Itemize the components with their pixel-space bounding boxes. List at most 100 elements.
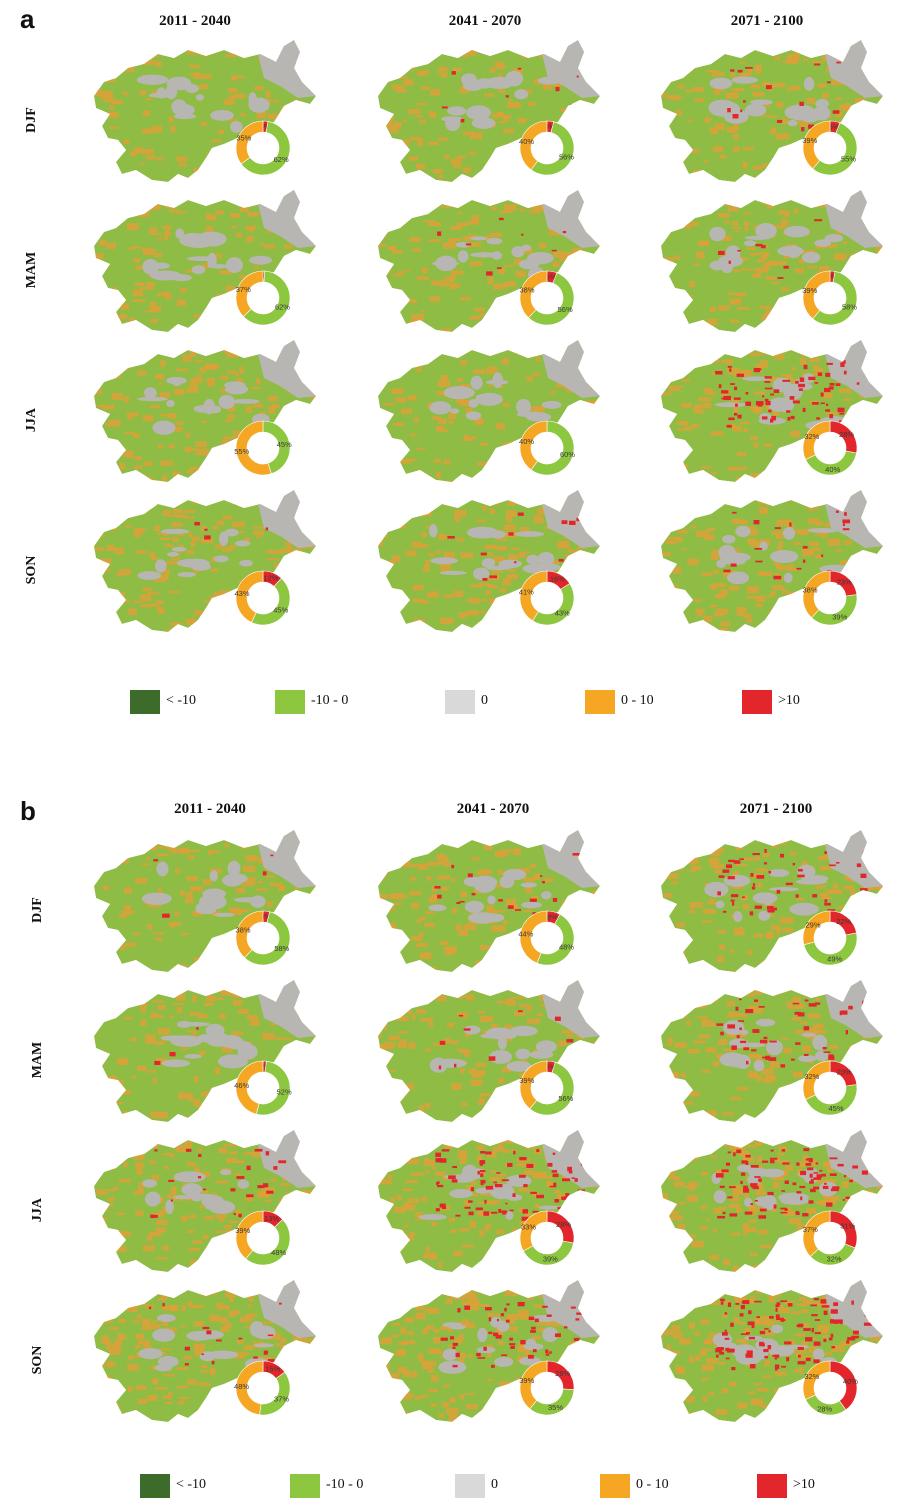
map-patch	[306, 1215, 316, 1219]
map-zero-patch	[466, 526, 499, 539]
map-patch	[671, 217, 682, 220]
map-patch	[521, 993, 527, 998]
map-patch	[94, 203, 102, 210]
map-patch	[430, 1221, 438, 1227]
map-hot-patch	[780, 1064, 786, 1068]
map-zero-patch	[812, 1034, 828, 1051]
map-patch	[428, 111, 437, 118]
map-patch	[314, 496, 316, 503]
map-patch	[778, 133, 790, 140]
map-patch	[592, 195, 600, 202]
map-patch	[688, 1157, 699, 1161]
map-patch	[695, 205, 701, 208]
map-patch	[315, 515, 316, 520]
map-patch	[478, 582, 490, 586]
map-patch	[89, 69, 94, 73]
map-patch	[469, 132, 483, 140]
map-patch	[731, 1184, 742, 1188]
map-patch	[131, 246, 141, 249]
map-patch	[378, 1032, 382, 1038]
map-patch	[157, 1257, 168, 1260]
map-patch	[782, 1259, 793, 1266]
map-hot-patch	[734, 386, 738, 391]
map-patch	[765, 309, 774, 316]
map-patch	[150, 1111, 163, 1119]
map-hot-patch	[803, 1053, 809, 1056]
map-hot-patch	[856, 863, 862, 868]
map-patch	[452, 1040, 459, 1045]
map-patch	[452, 908, 457, 914]
season-label: SON	[30, 1345, 45, 1375]
map-patch	[302, 559, 313, 567]
map-patch	[117, 1142, 131, 1146]
map-patch	[149, 1160, 156, 1165]
map-patch	[505, 510, 517, 517]
map-hot-patch	[480, 1179, 486, 1184]
map-patch	[196, 374, 202, 381]
map-patch	[775, 101, 782, 107]
map-patch	[722, 570, 736, 578]
map-patch	[691, 841, 704, 846]
map-patch	[685, 1142, 696, 1146]
map-hot-patch	[437, 894, 442, 899]
map-patch	[176, 514, 187, 518]
map-patch	[748, 1219, 757, 1223]
map-patch	[169, 622, 182, 626]
map-patch	[94, 253, 104, 260]
map-patch	[730, 72, 735, 77]
map-patch	[140, 1005, 146, 1013]
map-patch	[524, 1170, 535, 1176]
map-patch	[264, 244, 276, 249]
map-hot-patch	[519, 1157, 527, 1161]
map-patch	[221, 547, 233, 552]
map-patch	[192, 1240, 203, 1245]
map-zero-patch	[509, 1025, 538, 1037]
map-patch	[772, 585, 784, 590]
map-patch	[291, 280, 299, 287]
map-patch	[842, 241, 848, 245]
map-patch	[391, 1410, 399, 1417]
map-patch	[717, 305, 729, 311]
map-patch	[378, 906, 383, 910]
map-hot-patch	[754, 548, 763, 550]
map-zero-patch	[137, 396, 168, 402]
map-patch	[166, 1194, 177, 1198]
map-patch	[457, 327, 470, 331]
map-patch	[832, 191, 842, 197]
map-patch	[486, 366, 498, 374]
map-patch	[94, 1055, 100, 1058]
map-patch	[746, 526, 755, 529]
map-patch	[380, 1102, 388, 1108]
map-patch	[112, 983, 125, 987]
map-patch	[448, 239, 456, 245]
map-hot-patch	[829, 383, 835, 386]
map-patch	[751, 1211, 757, 1216]
map-patch	[699, 473, 705, 480]
map-patch	[193, 1345, 203, 1350]
map-patch	[311, 984, 316, 992]
map-zero-patch	[516, 398, 532, 415]
map-hot-patch	[743, 1047, 749, 1051]
map-patch	[560, 107, 569, 113]
map-hot-patch	[716, 372, 722, 375]
map-patch	[244, 1151, 254, 1155]
map-patch	[537, 492, 547, 499]
map-patch	[663, 619, 677, 624]
map-hot-patch	[761, 416, 768, 420]
map-hot-patch	[770, 393, 775, 396]
map-patch	[314, 1412, 316, 1416]
map-patch	[140, 594, 151, 602]
map-hot-patch	[727, 1024, 736, 1029]
map-patch	[226, 370, 237, 374]
map-patch	[236, 1417, 248, 1422]
map-patch	[687, 209, 698, 213]
map-patch	[509, 491, 521, 495]
map-patch	[128, 490, 138, 497]
map-patch	[174, 911, 180, 917]
map-hot-patch	[452, 1342, 458, 1346]
map-patch	[762, 1079, 774, 1084]
map-patch	[713, 1208, 722, 1214]
map-patch	[181, 1325, 186, 1328]
map-patch	[502, 1066, 512, 1073]
map-patch	[783, 1210, 795, 1217]
